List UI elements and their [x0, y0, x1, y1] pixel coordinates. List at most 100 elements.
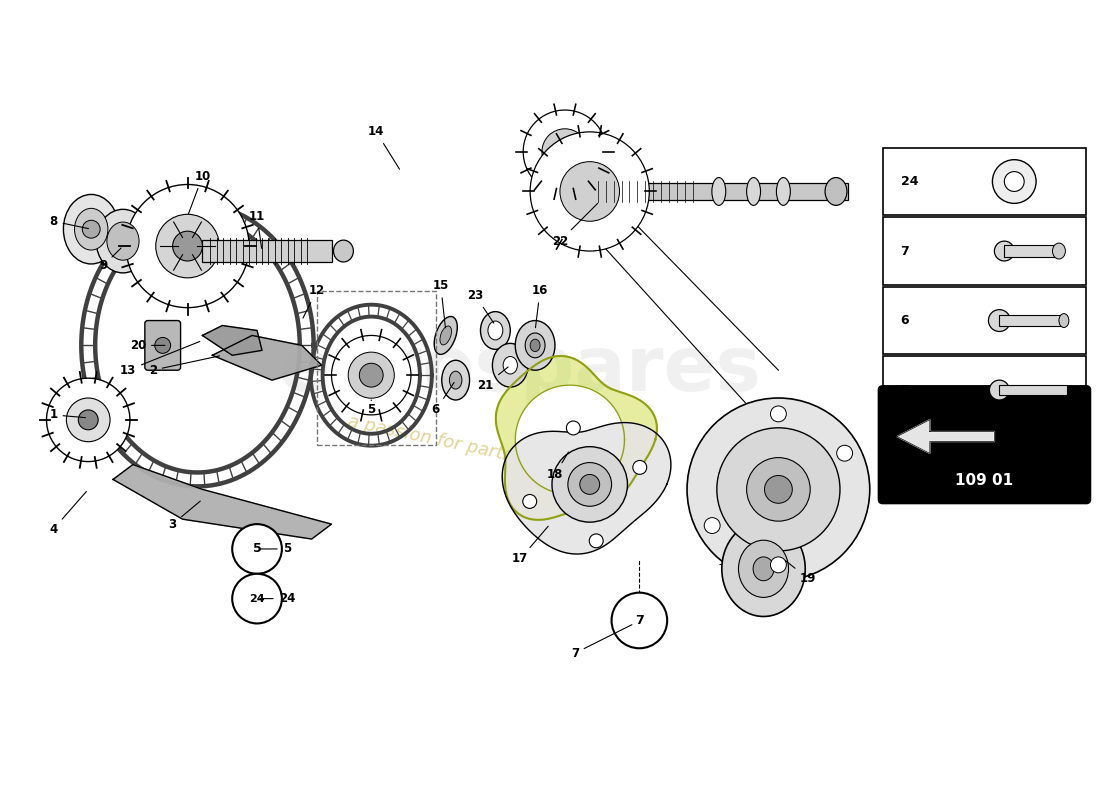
Text: 13: 13 — [120, 342, 200, 377]
Ellipse shape — [107, 222, 139, 260]
Ellipse shape — [493, 343, 528, 387]
Circle shape — [232, 524, 282, 574]
Text: eurospares: eurospares — [278, 334, 761, 407]
Circle shape — [331, 335, 411, 415]
Bar — [1004, 245, 1059, 257]
Circle shape — [66, 398, 110, 442]
Ellipse shape — [64, 194, 119, 264]
Text: 20: 20 — [130, 339, 165, 352]
Text: 19: 19 — [785, 561, 816, 586]
Ellipse shape — [1059, 314, 1069, 327]
Polygon shape — [898, 420, 994, 454]
Ellipse shape — [450, 371, 462, 389]
Circle shape — [704, 518, 720, 534]
Bar — [882, 148, 1087, 215]
Circle shape — [82, 220, 100, 238]
Text: 7: 7 — [901, 245, 910, 258]
Ellipse shape — [515, 321, 556, 370]
Circle shape — [524, 110, 606, 194]
Ellipse shape — [825, 178, 847, 206]
Circle shape — [688, 398, 870, 581]
Ellipse shape — [434, 317, 458, 354]
Circle shape — [156, 214, 219, 278]
Text: 15: 15 — [432, 279, 449, 328]
Text: 24: 24 — [901, 175, 918, 188]
Ellipse shape — [989, 380, 1010, 400]
Text: 14: 14 — [368, 126, 399, 170]
Ellipse shape — [747, 178, 760, 206]
Circle shape — [612, 593, 668, 648]
Text: 5: 5 — [253, 542, 262, 555]
Ellipse shape — [488, 321, 503, 340]
Polygon shape — [503, 422, 671, 554]
Ellipse shape — [442, 360, 470, 400]
Bar — [888, 465, 1081, 498]
Circle shape — [522, 494, 537, 508]
Circle shape — [717, 428, 840, 551]
Text: 5: 5 — [901, 383, 910, 397]
Polygon shape — [496, 356, 657, 520]
Text: 18: 18 — [547, 452, 569, 481]
Text: 12: 12 — [302, 284, 324, 318]
Text: 22: 22 — [552, 203, 597, 248]
Text: 2: 2 — [148, 356, 220, 377]
Text: 1: 1 — [50, 408, 86, 422]
Ellipse shape — [525, 333, 544, 358]
Text: 3: 3 — [168, 501, 200, 530]
Text: 16: 16 — [532, 284, 548, 328]
Circle shape — [590, 534, 603, 548]
Circle shape — [155, 338, 170, 354]
Circle shape — [530, 132, 649, 251]
Ellipse shape — [75, 208, 108, 250]
Text: 8: 8 — [50, 214, 88, 229]
Ellipse shape — [989, 310, 1010, 331]
Text: 109 01: 109 01 — [956, 474, 1013, 488]
Text: 5: 5 — [260, 542, 292, 555]
Circle shape — [232, 574, 282, 623]
Text: 4: 4 — [50, 491, 87, 535]
Bar — [1000, 385, 1067, 395]
Circle shape — [542, 129, 587, 174]
Circle shape — [837, 446, 852, 461]
Ellipse shape — [1053, 243, 1066, 259]
Polygon shape — [113, 465, 331, 539]
Text: 21: 21 — [477, 367, 508, 392]
Circle shape — [349, 352, 394, 398]
Circle shape — [992, 160, 1036, 203]
FancyBboxPatch shape — [879, 386, 1090, 503]
Text: 24: 24 — [250, 594, 265, 604]
Bar — [1000, 315, 1064, 326]
Circle shape — [770, 557, 786, 573]
Bar — [882, 218, 1087, 285]
Ellipse shape — [96, 210, 150, 273]
Circle shape — [580, 474, 600, 494]
Circle shape — [360, 363, 383, 387]
Ellipse shape — [481, 312, 510, 350]
Circle shape — [566, 421, 581, 435]
Text: 7: 7 — [571, 625, 631, 660]
Ellipse shape — [738, 540, 789, 598]
Circle shape — [560, 162, 619, 222]
Circle shape — [126, 185, 249, 308]
Ellipse shape — [712, 178, 726, 206]
Text: 11: 11 — [249, 210, 265, 248]
Circle shape — [632, 461, 647, 474]
Text: a passion for parts since 1985: a passion for parts since 1985 — [345, 413, 615, 486]
Text: 9: 9 — [99, 248, 121, 273]
Text: 17: 17 — [513, 526, 548, 566]
Bar — [882, 286, 1087, 354]
Ellipse shape — [440, 326, 451, 345]
Bar — [590, 182, 848, 200]
Polygon shape — [515, 385, 625, 494]
Circle shape — [747, 458, 811, 521]
Circle shape — [46, 378, 130, 462]
Text: 10: 10 — [188, 170, 210, 214]
Bar — [202, 240, 331, 262]
Circle shape — [568, 462, 612, 506]
Text: 24: 24 — [260, 592, 295, 605]
Ellipse shape — [333, 240, 353, 262]
Circle shape — [552, 446, 627, 522]
Circle shape — [173, 231, 202, 261]
Text: 6: 6 — [901, 314, 910, 327]
Text: 6: 6 — [431, 382, 454, 417]
